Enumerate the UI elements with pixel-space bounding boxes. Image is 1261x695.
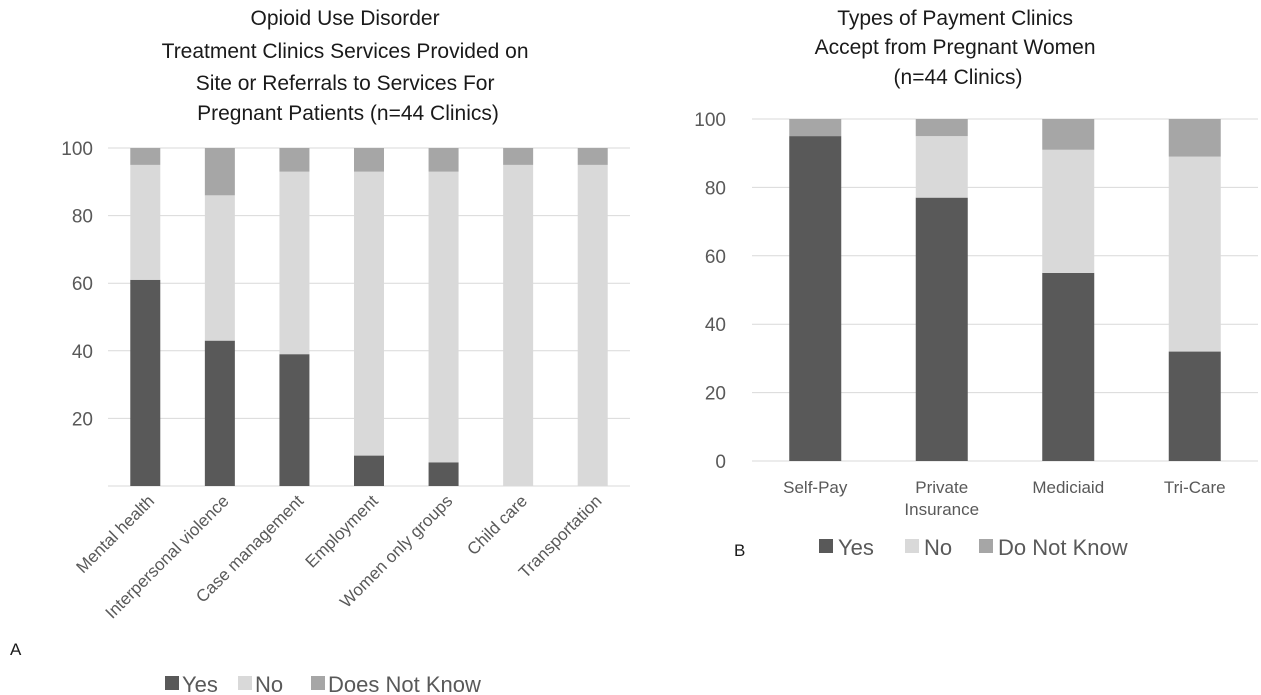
chart-b-title-line: (n=44 Clinics) (894, 66, 1023, 89)
x-category-label: Private Insurance (904, 478, 979, 519)
bar-segment-unknown (428, 148, 459, 172)
bar-segment-unknown (279, 148, 310, 172)
bar-segment-no (503, 164, 534, 486)
bar-segment-yes (915, 197, 968, 461)
chart-b-x-labels: Self-Pay Private Insurance Mediciaid Tri-Car… (783, 478, 1225, 519)
chart-b-legend: Yes No Do Not Know (819, 535, 1128, 560)
bar-segment-unknown (354, 148, 384, 172)
bar-segment-unknown (130, 148, 161, 165)
bar-segment-no (354, 171, 384, 456)
x-category-label: Self-Pay (783, 478, 848, 497)
x-category-label: Child care (463, 491, 531, 559)
bar-segment-no (915, 136, 968, 198)
bar-segment-yes (279, 354, 310, 486)
bar-segment-yes (1042, 272, 1095, 461)
bar-segment-no (204, 195, 235, 341)
bar-segment-yes (130, 279, 161, 486)
chart-a-title-line: Pregnant Patients (n=44 Clinics) (197, 102, 499, 125)
legend-label-do-not-know: Do Not Know (998, 535, 1128, 560)
x-category-label: Interpersonal violence (102, 491, 233, 622)
legend-swatch-yes (819, 539, 833, 553)
bar-segment-unknown (503, 148, 534, 165)
y-tick-label: 80 (72, 207, 93, 228)
y-tick-label: 100 (694, 110, 726, 131)
chart-a-bars (130, 148, 608, 486)
chart-a-y-ticks: 20 40 60 80 100 (61, 139, 93, 430)
bar-segment-yes (354, 455, 384, 486)
y-tick-label: 40 (72, 342, 93, 363)
y-tick-label: 40 (705, 315, 726, 336)
x-category-label-line: Self-Pay (783, 478, 848, 497)
x-category-label-line: Private (915, 478, 968, 497)
bar-segment-unknown (577, 148, 608, 165)
bar-segment-no (130, 164, 161, 280)
legend-swatch-do-not-know (979, 539, 993, 553)
bar-segment-unknown (915, 119, 968, 137)
chart-a-title-line: Opioid Use Disorder (251, 7, 440, 30)
bar-segment-unknown (1042, 119, 1095, 150)
panel-a-chart: Opioid Use Disorder Treatment Clinics Se… (10, 7, 630, 695)
x-category-label: Tri-Care (1164, 478, 1226, 497)
chart-b-y-ticks: 0 20 40 60 80 100 (694, 110, 726, 473)
bar-segment-unknown (204, 148, 235, 196)
chart-a-title-line: Treatment Clinics Services Provided on (162, 40, 529, 63)
bar-segment-no (428, 171, 459, 463)
legend-swatch-no (238, 676, 252, 690)
bar-segment-no (279, 171, 310, 355)
bar-segment-unknown (1168, 119, 1221, 157)
chart-a-title-line: Site or Referrals to Services For (196, 72, 495, 95)
bar-segment-no (1168, 156, 1221, 352)
panel-a-letter: A (10, 640, 22, 659)
y-tick-label: 20 (705, 384, 726, 405)
legend-label-no: No (255, 672, 283, 695)
chart-a-title: Opioid Use Disorder Treatment Clinics Se… (162, 7, 535, 125)
chart-b-title-line: Accept from Pregnant Women (815, 36, 1096, 59)
x-category-label-line: Insurance (904, 500, 979, 519)
x-category-label: Employment (302, 491, 382, 571)
x-category-label: Mediciaid (1032, 478, 1104, 497)
y-tick-label: 80 (705, 178, 726, 199)
panel-b-letter: B (734, 541, 745, 560)
legend-label-yes: Yes (182, 672, 218, 695)
legend-label-does-not-know: Does Not Know (328, 672, 481, 695)
y-tick-label: 60 (72, 274, 93, 295)
bar-segment-no (1042, 149, 1095, 273)
legend-swatch-yes (165, 676, 179, 690)
bar-segment-no (577, 164, 608, 486)
panel-b-chart: Types of Payment Clinics Accept from Pre… (694, 7, 1258, 560)
legend-swatch-does-not-know (311, 676, 325, 690)
bar-segment-yes (789, 136, 842, 461)
chart-a-legend: Yes No Does Not Know (165, 672, 481, 695)
legend-swatch-no (905, 539, 919, 553)
bar-segment-yes (428, 462, 459, 486)
legend-label-yes: Yes (838, 535, 874, 560)
chart-b-bars (789, 119, 1221, 461)
y-tick-label: 60 (705, 247, 726, 268)
bar-segment-unknown (789, 119, 842, 137)
chart-b-title: Types of Payment Clinics Accept from Pre… (815, 7, 1102, 89)
chart-b-title-line: Types of Payment Clinics (837, 7, 1073, 30)
y-tick-label: 0 (715, 452, 726, 473)
bar-segment-yes (1168, 351, 1221, 461)
x-category-label-line: Mediciaid (1032, 478, 1104, 497)
y-tick-label: 100 (61, 139, 93, 160)
legend-label-no: No (924, 535, 952, 560)
bar-segment-yes (204, 340, 235, 486)
y-tick-label: 20 (72, 409, 93, 430)
x-category-label-line: Tri-Care (1164, 478, 1226, 497)
